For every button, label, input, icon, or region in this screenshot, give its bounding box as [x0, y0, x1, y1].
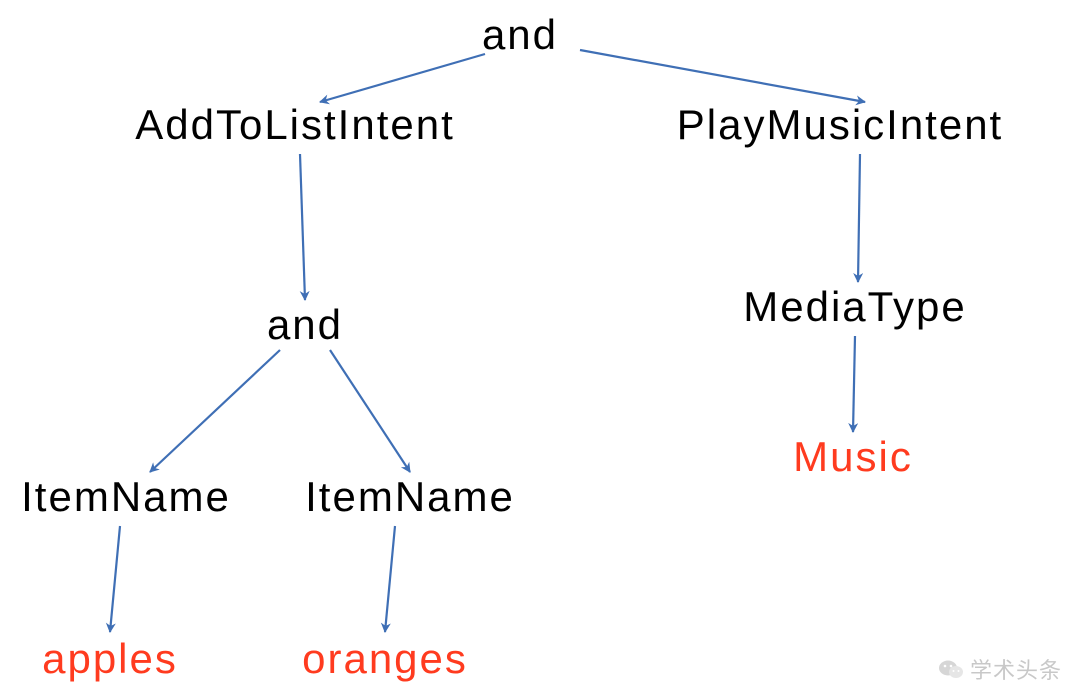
node-music: Music	[793, 433, 913, 480]
node-oranges: oranges	[302, 635, 468, 682]
node-play_intent: PlayMusicIntent	[677, 101, 1003, 148]
node-apples: apples	[42, 635, 178, 682]
watermark-text: 学术头条	[970, 653, 1062, 685]
parse-tree-diagram: and AddToListIntent PlayMusicIntent and Medi…	[0, 0, 1080, 699]
node-add_intent: AddToListIntent	[135, 101, 455, 148]
watermark: 学术头条	[938, 653, 1062, 685]
edge-and2-itemname_l	[150, 350, 280, 472]
edge-root_and-add_intent	[320, 54, 485, 102]
wechat-icon	[938, 656, 964, 682]
edge-add_intent-and2	[300, 154, 305, 300]
node-and2: and	[267, 301, 343, 348]
edge-media_type-music	[853, 336, 855, 432]
node-itemname_l: ItemName	[21, 473, 231, 520]
node-root_and: and	[482, 11, 558, 58]
edge-root_and-play_intent	[580, 50, 865, 102]
edge-play_intent-media_type	[858, 154, 860, 282]
node-media_type: MediaType	[743, 283, 966, 330]
edge-itemname_r-oranges	[385, 526, 395, 632]
edge-and2-itemname_r	[330, 350, 410, 472]
edge-itemname_l-apples	[110, 526, 120, 632]
nodes-layer: and AddToListIntent PlayMusicIntent and Medi…	[21, 11, 1003, 682]
node-itemname_r: ItemName	[305, 473, 515, 520]
